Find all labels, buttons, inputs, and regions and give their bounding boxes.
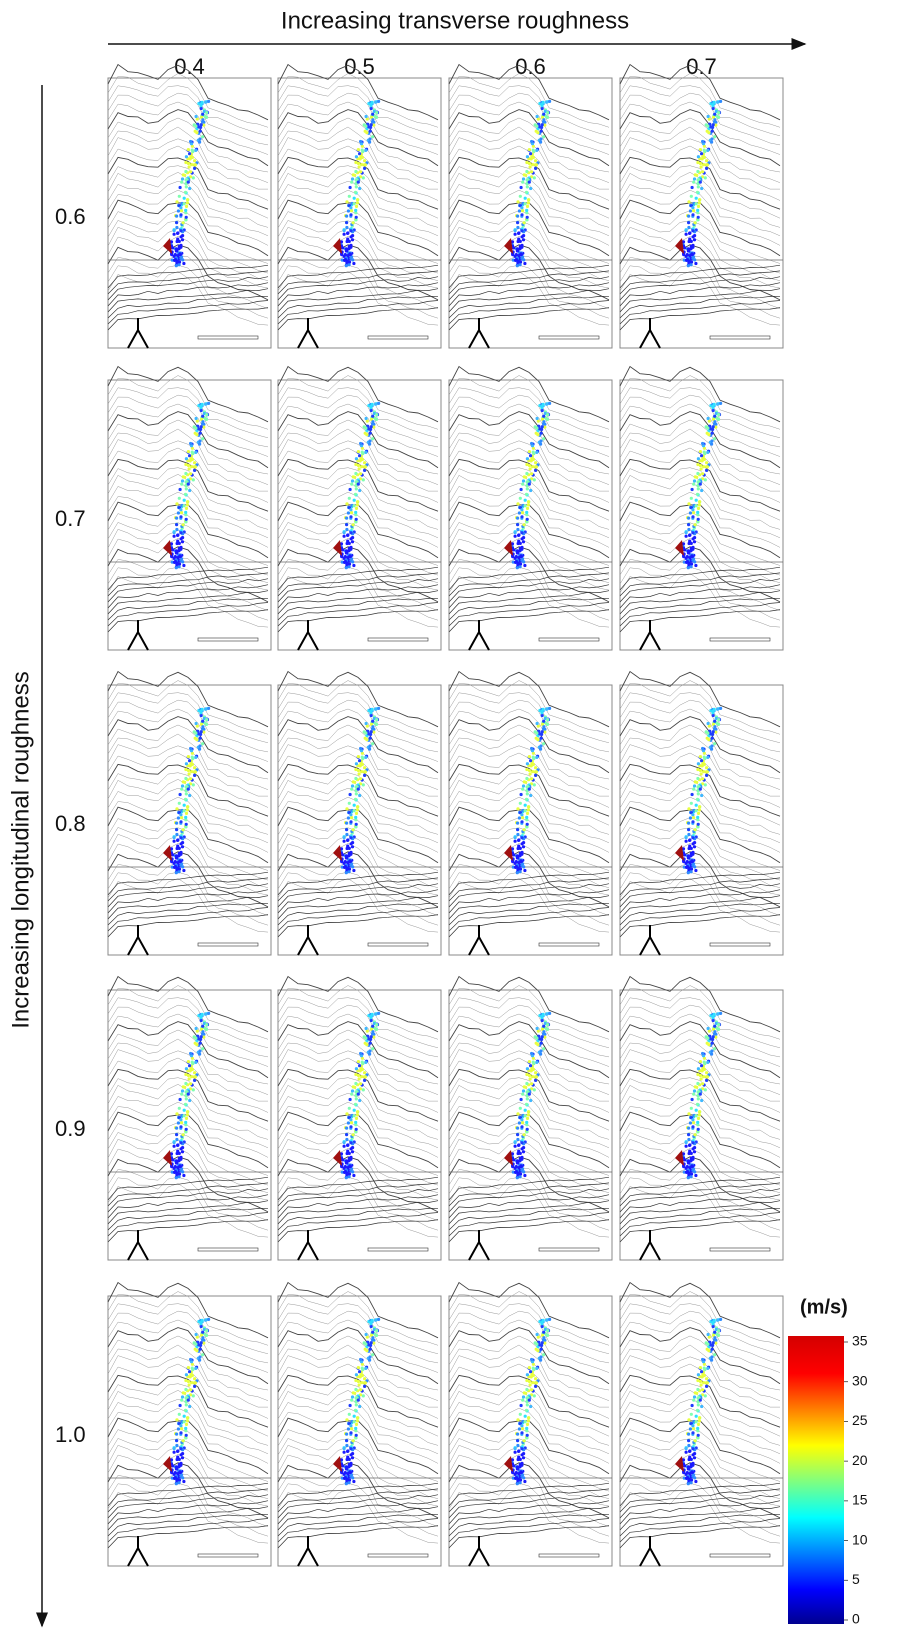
map-panel <box>619 63 784 349</box>
colorbar-tick-label: 5 <box>852 1571 860 1587</box>
map-panel <box>277 975 442 1261</box>
colorbar-tick-label: 20 <box>852 1452 868 1468</box>
map-panel <box>277 63 442 349</box>
side-axis-title: Increasing longitudinal roughness <box>7 671 34 1029</box>
map-panel <box>619 1281 784 1567</box>
top-axis-title: Increasing transverse roughness <box>281 7 629 34</box>
colorbar-tick-label: 25 <box>852 1412 868 1428</box>
map-panel <box>107 63 272 349</box>
colorbar-tick-label: 15 <box>852 1492 868 1508</box>
row-label: 0.8 <box>55 811 86 836</box>
map-panel <box>448 975 613 1261</box>
map-panel <box>619 670 784 956</box>
row-label: 0.6 <box>55 204 86 229</box>
map-panel <box>107 1281 272 1567</box>
colorbar-tick-label: 35 <box>852 1333 868 1349</box>
colorbar-tick-label: 0 <box>852 1611 860 1627</box>
map-panel <box>107 975 272 1261</box>
map-panel <box>107 670 272 956</box>
map-panel <box>619 975 784 1261</box>
column-label: 0.4 <box>174 54 205 79</box>
row-label: 1.0 <box>55 1422 86 1447</box>
map-panel <box>448 365 613 651</box>
map-panel <box>277 670 442 956</box>
map-panel <box>107 365 272 651</box>
map-panel <box>448 1281 613 1567</box>
row-label: 0.9 <box>55 1116 86 1141</box>
column-label: 0.7 <box>686 54 717 79</box>
row-label: 0.7 <box>55 506 86 531</box>
map-panel <box>448 63 613 349</box>
map-panel <box>277 1281 442 1567</box>
colorbar-tick-label: 30 <box>852 1372 868 1388</box>
colorbar-tick-label: 10 <box>852 1531 868 1547</box>
colorbar <box>788 1336 844 1624</box>
column-label: 0.5 <box>344 54 375 79</box>
colorbar-title: (m/s) <box>800 1296 848 1318</box>
map-panel <box>619 365 784 651</box>
column-label: 0.6 <box>515 54 546 79</box>
map-panel <box>448 670 613 956</box>
map-panel <box>277 365 442 651</box>
